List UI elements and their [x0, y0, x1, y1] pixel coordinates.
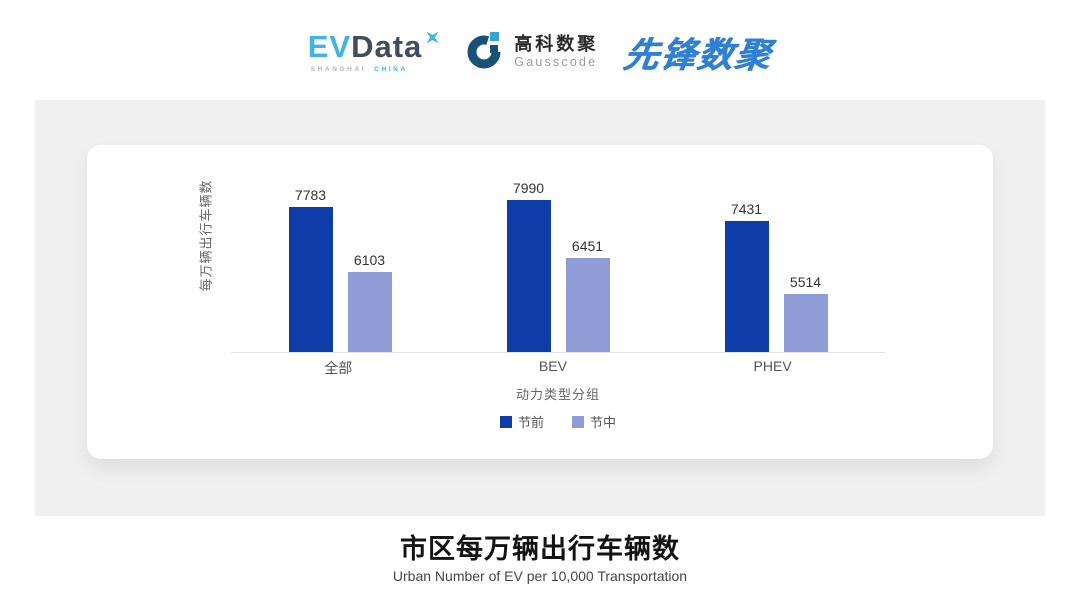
- bar-节中-BEV[interactable]: 6451: [565, 238, 610, 352]
- bar-value-label: 6451: [571, 238, 604, 255]
- evdata-wordmark: EV Data: [308, 31, 440, 62]
- evdata-subtitle: SHANGHAI CHINA: [308, 65, 440, 74]
- legend-swatch: [499, 415, 512, 428]
- evdata-shanghai-text: SHANGHAI: [310, 65, 367, 73]
- evdata-ev-text: EV: [307, 28, 352, 64]
- x-axis-title: 动力类型分组: [515, 387, 600, 402]
- gausscode-text: 高科数聚 Gausscode: [514, 35, 598, 69]
- logo-header: EV Data SHANGHAI CHINA: [0, 16, 1080, 88]
- gausscode-g-icon: [465, 30, 505, 75]
- legend-label: 节中: [590, 415, 617, 430]
- legend-item-节前[interactable]: 节前: [499, 412, 544, 431]
- bar-节中-全部[interactable]: 6103: [347, 252, 392, 352]
- bar-节前-全部[interactable]: 7783: [288, 187, 333, 352]
- category-label-PHEV: PHEV: [753, 358, 792, 374]
- category-label-全部: 全部: [324, 360, 353, 376]
- chart-subtitle: Urban Number of EV per 10,000 Transporta…: [392, 568, 688, 584]
- bar-group-全部: 7783 6103: [288, 187, 392, 352]
- gausscode-logo: 高科数聚 Gausscode: [465, 30, 598, 75]
- bar-group-PHEV: 7431 5514: [724, 201, 828, 352]
- plot-area: 7783 6103 7990 6451 7431 5514: [231, 175, 885, 353]
- bar-value-label: 7783: [294, 187, 327, 204]
- evdata-china-text: CHINA: [374, 65, 408, 73]
- y-axis-title: 每万辆出行车辆数: [198, 179, 214, 292]
- bar-节中-PHEV[interactable]: 5514: [783, 274, 828, 352]
- gausscode-en-name: Gausscode: [514, 55, 598, 70]
- bar-group-BEV: 7990 6451: [506, 180, 610, 352]
- bar-value-label: 5514: [789, 274, 822, 291]
- bar-value-label: 7990: [512, 179, 545, 196]
- evdata-data-text: Data: [351, 28, 423, 64]
- bar-groups: 7783 6103 7990 6451 7431 5514: [231, 175, 885, 352]
- bar-节前-PHEV[interactable]: 7431: [724, 201, 769, 352]
- chart-title: 市区每万辆出行车辆数: [400, 534, 680, 564]
- legend-swatch: [572, 415, 584, 428]
- evdata-logo: EV Data SHANGHAI CHINA: [308, 31, 440, 74]
- chart-panel: 每万辆出行车辆数 7783 6103 7990 6451 7431 5514 全部 BEV P…: [35, 100, 1045, 516]
- chart-legend: 节前 节中: [231, 412, 885, 431]
- bar-value-label: 7431: [730, 200, 763, 217]
- pioneer-logo: 先锋数聚: [621, 35, 775, 75]
- sparkle-icon: [424, 29, 441, 50]
- legend-item-节中[interactable]: 节中: [572, 412, 616, 431]
- legend-label: 节前: [517, 415, 544, 430]
- gausscode-cn-name: 高科数聚: [514, 34, 599, 55]
- chart-card: 每万辆出行车辆数 7783 6103 7990 6451 7431 5514 全部 BEV P…: [87, 145, 993, 459]
- bar-节前-BEV[interactable]: 7990: [506, 180, 551, 352]
- category-label-BEV: BEV: [538, 358, 567, 374]
- bar-value-label: 6103: [353, 251, 386, 268]
- category-labels: 全部 BEV PHEV: [231, 358, 885, 378]
